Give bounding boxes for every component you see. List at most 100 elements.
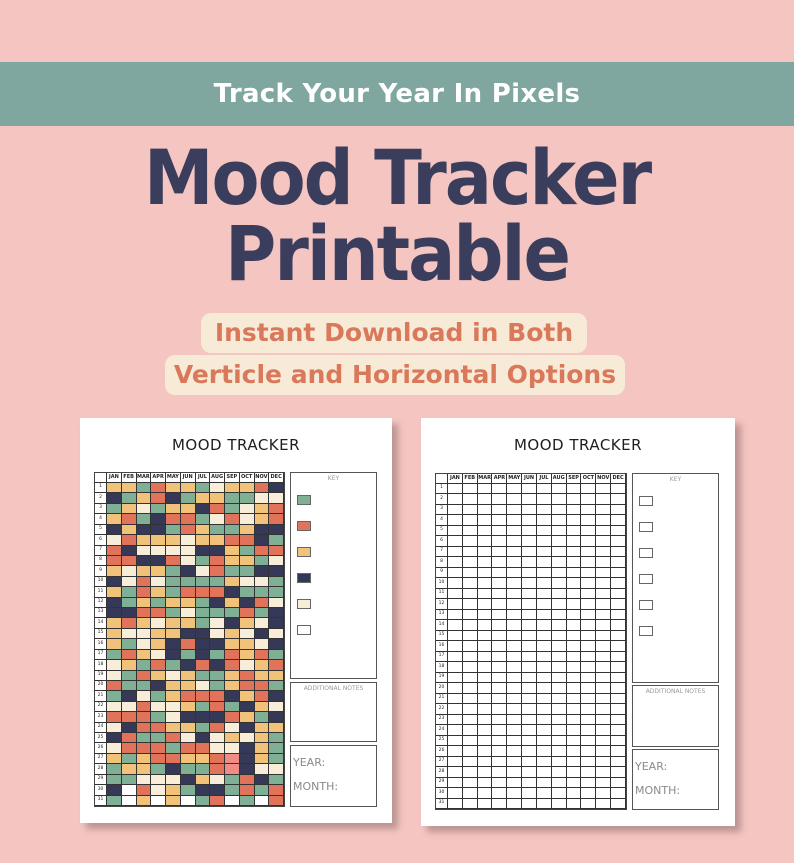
mood-cell[interactable] bbox=[507, 525, 523, 537]
mood-cell[interactable] bbox=[581, 599, 597, 610]
mood-cell[interactable] bbox=[195, 680, 211, 692]
mood-cell[interactable] bbox=[166, 722, 181, 734]
mood-cell[interactable] bbox=[195, 628, 211, 640]
mood-cell[interactable] bbox=[566, 578, 582, 589]
mood-cell[interactable] bbox=[611, 693, 626, 705]
mood-cell[interactable] bbox=[166, 576, 181, 588]
mood-cell[interactable] bbox=[151, 722, 166, 734]
mood-cell[interactable] bbox=[225, 701, 240, 713]
mood-cell[interactable] bbox=[210, 649, 225, 661]
mood-cell[interactable] bbox=[492, 578, 508, 589]
mood-cell[interactable] bbox=[121, 743, 137, 754]
mood-cell[interactable] bbox=[566, 515, 582, 526]
mood-cell[interactable] bbox=[225, 774, 240, 786]
mood-cell[interactable] bbox=[492, 546, 508, 558]
mood-cell[interactable] bbox=[492, 693, 508, 705]
mood-cell[interactable] bbox=[581, 798, 597, 809]
mood-cell[interactable] bbox=[507, 641, 523, 652]
mood-cell[interactable] bbox=[462, 609, 478, 621]
mood-cell[interactable] bbox=[254, 608, 270, 619]
mood-cell[interactable] bbox=[269, 691, 284, 702]
mood-cell[interactable] bbox=[611, 767, 626, 778]
mood-cell[interactable] bbox=[269, 701, 284, 713]
mood-cell[interactable] bbox=[254, 670, 270, 681]
mood-cell[interactable] bbox=[492, 599, 508, 610]
mood-cell[interactable] bbox=[462, 693, 478, 705]
mood-cell[interactable] bbox=[462, 767, 478, 778]
mood-cell[interactable] bbox=[611, 609, 626, 621]
mood-cell[interactable] bbox=[522, 767, 537, 778]
mood-cell[interactable] bbox=[121, 691, 137, 702]
mood-cell[interactable] bbox=[254, 743, 270, 754]
mood-cell[interactable] bbox=[507, 609, 523, 621]
mood-cell[interactable] bbox=[477, 557, 493, 568]
mood-cell[interactable] bbox=[269, 764, 284, 775]
mood-cell[interactable] bbox=[180, 701, 196, 713]
mood-cell[interactable] bbox=[462, 683, 478, 694]
mood-cell[interactable] bbox=[462, 588, 478, 600]
mood-cell[interactable] bbox=[536, 599, 552, 610]
mood-cell[interactable] bbox=[507, 735, 523, 747]
mood-cell[interactable] bbox=[136, 701, 152, 713]
mood-cell[interactable] bbox=[121, 712, 137, 723]
mood-cell[interactable] bbox=[107, 514, 122, 525]
mood-cell[interactable] bbox=[477, 494, 493, 505]
mood-cell[interactable] bbox=[239, 712, 255, 723]
mood-cell[interactable] bbox=[477, 704, 493, 715]
mood-cell[interactable] bbox=[507, 777, 523, 789]
mood-cell[interactable] bbox=[121, 680, 137, 692]
mood-cell[interactable] bbox=[166, 524, 181, 536]
mood-cell[interactable] bbox=[566, 641, 582, 652]
mood-cell[interactable] bbox=[180, 660, 196, 671]
mood-cell[interactable] bbox=[522, 756, 537, 768]
mood-cell[interactable] bbox=[254, 597, 270, 609]
mood-cell[interactable] bbox=[195, 566, 211, 577]
mood-cell[interactable] bbox=[107, 566, 122, 577]
mood-cell[interactable] bbox=[166, 503, 181, 515]
mood-cell[interactable] bbox=[166, 535, 181, 546]
mood-cell[interactable] bbox=[477, 578, 493, 589]
mood-cell[interactable] bbox=[121, 733, 137, 744]
mood-cell[interactable] bbox=[448, 588, 463, 600]
mood-cell[interactable] bbox=[566, 756, 582, 768]
mood-cell[interactable] bbox=[477, 798, 493, 809]
mood-cell[interactable] bbox=[522, 725, 537, 736]
mood-cell[interactable] bbox=[611, 525, 626, 537]
mood-cell[interactable] bbox=[210, 493, 225, 504]
mood-cell[interactable] bbox=[210, 701, 225, 713]
mood-cell[interactable] bbox=[477, 662, 493, 673]
mood-cell[interactable] bbox=[522, 693, 537, 705]
mood-cell[interactable] bbox=[107, 587, 122, 598]
mood-cell[interactable] bbox=[239, 514, 255, 525]
mood-cell[interactable] bbox=[151, 639, 166, 650]
mood-cell[interactable] bbox=[611, 504, 626, 516]
mood-cell[interactable] bbox=[107, 628, 122, 640]
mood-cell[interactable] bbox=[151, 743, 166, 754]
mood-cell[interactable] bbox=[566, 767, 582, 778]
mood-cell[interactable] bbox=[166, 701, 181, 713]
mood-cell[interactable] bbox=[107, 503, 122, 515]
mood-cell[interactable] bbox=[136, 535, 152, 546]
mood-cell[interactable] bbox=[477, 504, 493, 516]
mood-cell[interactable] bbox=[136, 545, 152, 556]
mood-cell[interactable] bbox=[107, 795, 122, 806]
mood-cell[interactable] bbox=[225, 733, 240, 744]
mood-cell[interactable] bbox=[136, 576, 152, 588]
mood-cell[interactable] bbox=[121, 774, 137, 786]
mood-cell[interactable] bbox=[581, 515, 597, 526]
mood-cell[interactable] bbox=[462, 756, 478, 768]
mood-cell[interactable] bbox=[239, 639, 255, 650]
mood-cell[interactable] bbox=[107, 649, 122, 661]
mood-cell[interactable] bbox=[536, 588, 552, 600]
mood-cell[interactable] bbox=[239, 524, 255, 536]
mood-cell[interactable] bbox=[166, 680, 181, 692]
mood-cell[interactable] bbox=[492, 798, 508, 809]
mood-cell[interactable] bbox=[566, 620, 582, 631]
mood-cell[interactable] bbox=[566, 504, 582, 516]
mood-cell[interactable] bbox=[462, 599, 478, 610]
mood-cell[interactable] bbox=[210, 483, 225, 494]
mood-cell[interactable] bbox=[522, 525, 537, 537]
mood-cell[interactable] bbox=[611, 588, 626, 600]
mood-cell[interactable] bbox=[195, 691, 211, 702]
mood-cell[interactable] bbox=[522, 683, 537, 694]
